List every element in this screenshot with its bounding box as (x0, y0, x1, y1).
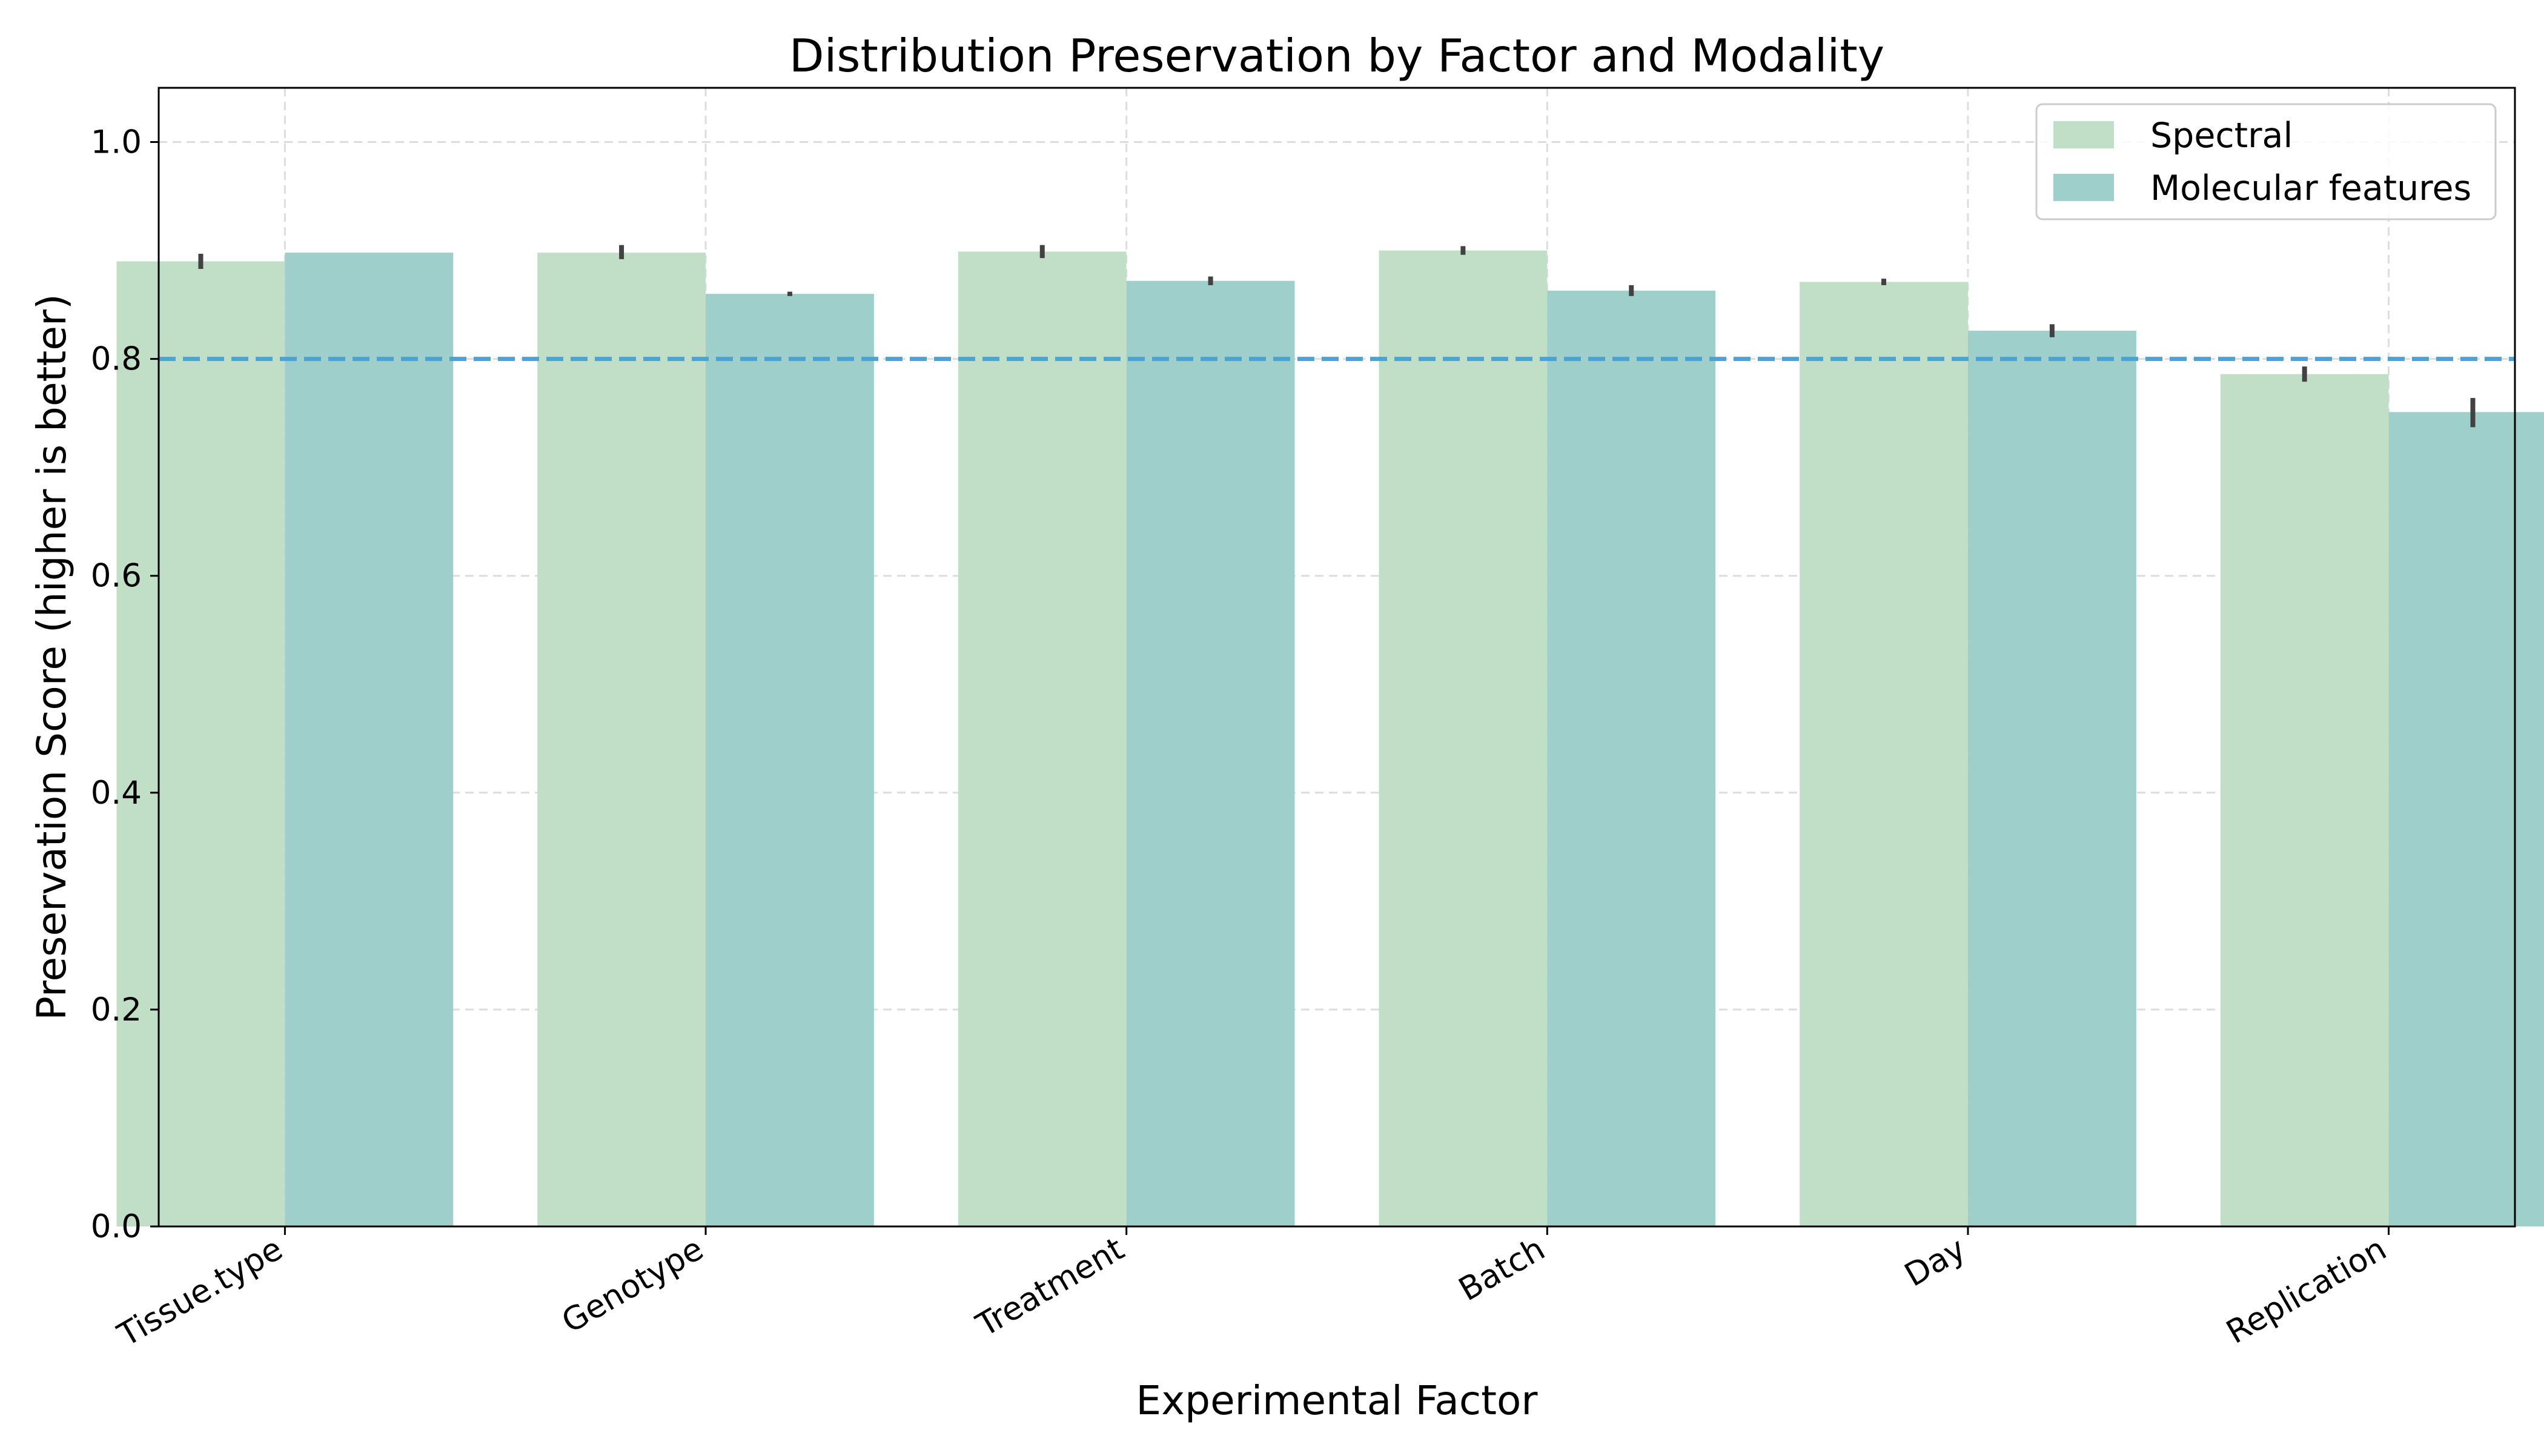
plot-frame (157, 87, 2516, 1228)
grid-layer (159, 88, 2515, 1228)
y-tick-label: 0.4 (91, 775, 142, 812)
legend-swatch-molecular-features (2053, 174, 2114, 201)
chart-title: Distribution Preservation by Factor and … (789, 29, 1884, 82)
legend-swatch-spectral (2053, 121, 2114, 148)
bar (116, 261, 285, 1226)
bar (958, 251, 1127, 1226)
x-tick-label: Genotype (556, 1230, 710, 1340)
y-tick-label: 0.8 (91, 341, 142, 378)
legend-label-molecular-features: Molecular features (2150, 168, 2471, 208)
bars-layer (116, 250, 2544, 1227)
bar (1800, 282, 1968, 1226)
legend: Spectral Molecular features (2035, 103, 2497, 220)
y-tick-label: 0.0 (91, 1208, 142, 1245)
bar (537, 253, 706, 1227)
x-tick-label: Treatment (970, 1230, 1130, 1344)
error-bars-layer (198, 245, 2476, 428)
bar (1126, 280, 1295, 1226)
bar (706, 294, 874, 1227)
x-axis-title: Experimental Factor (1136, 1377, 1538, 1424)
y-tick-label: 1.0 (91, 124, 142, 161)
bar (2220, 374, 2389, 1226)
bar (1967, 331, 2136, 1226)
bar (2388, 412, 2544, 1227)
axes-layer (157, 87, 2516, 1228)
bar (1547, 290, 1716, 1226)
x-tick-label: Batch (1453, 1230, 1551, 1308)
legend-label-spectral: Spectral (2150, 116, 2293, 156)
y-tick-label: 0.6 (91, 558, 142, 595)
y-tick-label: 0.2 (91, 991, 142, 1028)
bar (285, 253, 454, 1227)
x-tick-label: Tissue.type (111, 1230, 289, 1354)
legend-frame (2035, 103, 2497, 220)
x-tick-label: Day (1898, 1230, 1972, 1294)
x-tick-label: Replication (2221, 1230, 2393, 1351)
bar (1379, 250, 1548, 1227)
y-axis-title: Preservation Score (higher is better) (28, 294, 75, 1021)
